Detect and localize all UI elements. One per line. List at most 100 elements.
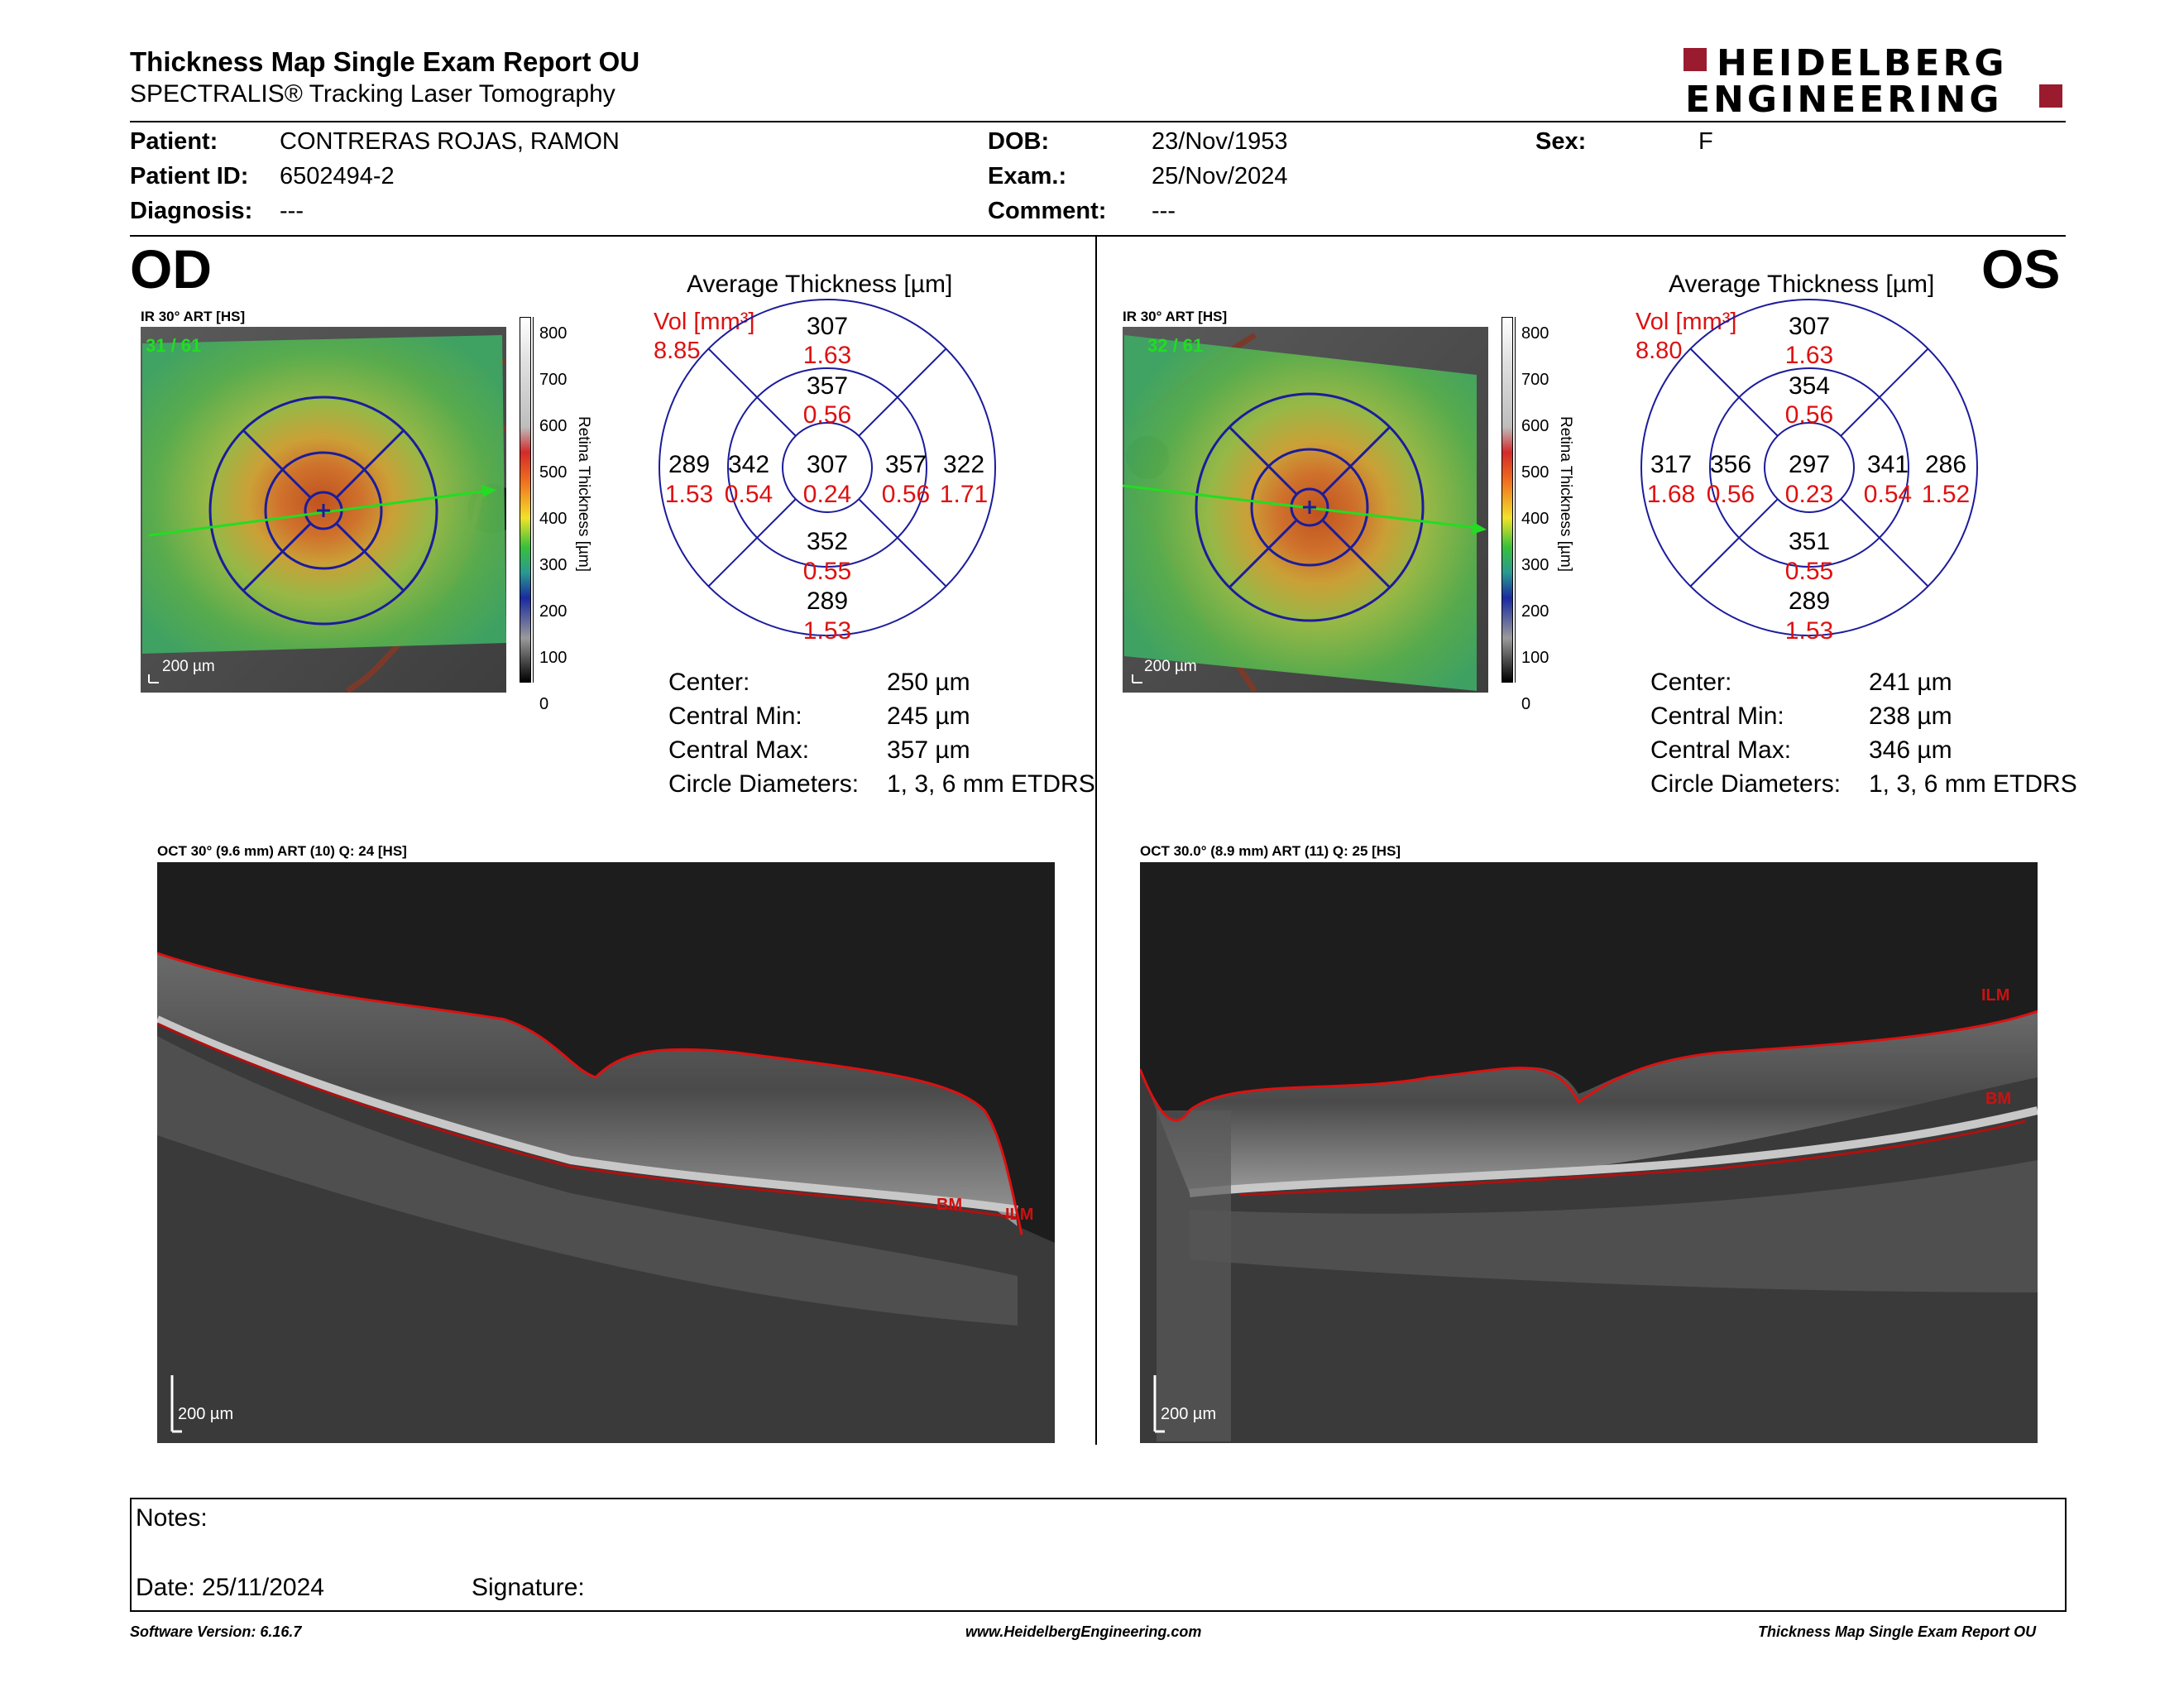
od-inner-right-thickness: 357 (884, 451, 927, 478)
os-outer-bottom-thickness: 289 (1788, 587, 1831, 615)
os-center-volume: 0.23 (1784, 481, 1834, 508)
od-stat-label: Central Min: (668, 703, 802, 730)
od-outer-top-volume: 1.63 (802, 342, 852, 369)
date-label: Date: 25/11/2024 (136, 1574, 324, 1601)
os-oct-scale-bar: 200 µm (1161, 1405, 1217, 1423)
logo-line-2: ENGINEERING (1685, 79, 2003, 121)
patient-label: Patient: (130, 128, 218, 155)
comment-label: Comment: (988, 198, 1107, 224)
os-etdrs-chart (1640, 298, 1979, 645)
os-outer-right-volume: 1.52 (1921, 481, 1971, 508)
scale-tick-200: 200 (539, 602, 568, 621)
od-fundus-title: IR 30° ART [HS] (141, 309, 246, 324)
patient-id-label: Patient ID: (130, 163, 249, 189)
os-outer-bottom-volume: 1.53 (1784, 617, 1834, 645)
os-vol-total: 8.80 (1636, 338, 1683, 364)
os-inner-top-thickness: 354 (1788, 372, 1831, 400)
scale-tick-800: 800 (539, 324, 568, 343)
os-fundus-image[interactable]: 32 / 61 200 µm (1122, 327, 1488, 693)
os-stat-label: Center: (1650, 669, 1732, 696)
info-divider (130, 235, 2066, 237)
od-stat-label: Center: (668, 669, 750, 696)
os-stat-label: Central Min: (1650, 703, 1784, 730)
os-stat-value: 346 µm (1869, 736, 1952, 764)
header-divider (130, 121, 2066, 122)
od-center-thickness: 307 (806, 451, 849, 478)
od-oct-scan[interactable]: 200 µm BM ILM (157, 862, 1055, 1443)
logo-line-1: HEIDELBERG (1717, 42, 2008, 84)
footer-website[interactable]: www.HeidelbergEngineering.com (965, 1623, 1202, 1640)
os-chart-title: Average Thickness [µm] (1669, 271, 1935, 298)
os-oct-scan[interactable]: 200 µm BM ILM (1140, 862, 2038, 1443)
exam-value: 25/Nov/2024 (1152, 163, 1288, 189)
od-stat-value: 245 µm (887, 703, 970, 730)
report-title: Thickness Map Single Exam Report OU (130, 46, 640, 77)
os-frame-count: 32 / 61 (1147, 335, 1204, 356)
od-vol-label: Vol [mm³] (654, 309, 755, 335)
scale-tick-400: 400 (1521, 510, 1549, 528)
sex-label: Sex: (1535, 128, 1587, 155)
od-inner-top-thickness: 357 (806, 372, 849, 400)
diagnosis-label: Diagnosis: (130, 198, 253, 224)
scale-tick-100: 100 (539, 649, 568, 667)
od-stat-value: 250 µm (887, 669, 970, 696)
os-outer-top-volume: 1.63 (1784, 342, 1834, 369)
os-outer-top-thickness: 307 (1788, 313, 1831, 340)
dob-label: DOB: (988, 128, 1050, 155)
od-oct-title: OCT 30° (9.6 mm) ART (10) Q: 24 [HS] (157, 843, 407, 859)
comment-value: --- (1152, 198, 1176, 224)
od-inner-top-volume: 0.56 (802, 401, 852, 429)
od-chart-title: Average Thickness [µm] (687, 271, 953, 298)
os-bm-label: BM (1985, 1090, 2012, 1108)
footer-report-name: Thickness Map Single Exam Report OU (1758, 1623, 2037, 1640)
od-fundus-image[interactable]: 31 / 61 200 µm (141, 327, 517, 693)
od-outer-right-thickness: 322 (942, 451, 985, 478)
exam-label: Exam.: (988, 163, 1067, 189)
os-inner-right-volume: 0.54 (1863, 481, 1913, 508)
sex-value: F (1698, 128, 1713, 155)
scale-tick-0: 0 (1521, 695, 1531, 713)
od-inner-right-volume: 0.56 (881, 481, 931, 508)
os-inner-bottom-thickness: 351 (1788, 528, 1831, 555)
od-outer-right-volume: 1.71 (939, 481, 989, 508)
od-center-volume: 0.24 (802, 481, 852, 508)
od-ilm-label: ILM (1005, 1206, 1034, 1224)
os-inner-bottom-volume: 0.55 (1784, 558, 1834, 585)
os-inner-right-thickness: 341 (1866, 451, 1909, 478)
notes-label: Notes: (136, 1504, 208, 1532)
os-inner-left-volume: 0.56 (1706, 481, 1755, 508)
os-eye-label: OS (1981, 238, 2061, 300)
os-stat-label: Central Max: (1650, 736, 1792, 764)
os-color-scale: 800 700 600 500 400 300 200 100 0 Retina… (1488, 317, 1621, 713)
od-stat-value: 1, 3, 6 mm ETDRS (887, 770, 1095, 798)
os-stats: Center: 241 µm Central Min: 238 µm Central… (1650, 669, 2097, 804)
footer-software-version: Software Version: 6.16.7 (130, 1623, 302, 1640)
notes-box[interactable]: Notes: Date: 25/11/2024 Signature: (130, 1498, 2067, 1612)
os-fundus-title: IR 30° ART [HS] (1123, 309, 1228, 324)
os-ilm-label: ILM (1981, 986, 2010, 1005)
os-oct-title: OCT 30.0° (8.9 mm) ART (11) Q: 25 [HS] (1140, 843, 1401, 859)
os-outer-right-thickness: 286 (1924, 451, 1967, 478)
signature-label: Signature: (472, 1574, 585, 1601)
scale-tick-700: 700 (1521, 371, 1549, 389)
report-subtitle: SPECTRALIS® Tracking Laser Tomography (130, 80, 615, 108)
od-stat-value: 357 µm (887, 736, 970, 764)
scale-tick-800: 800 (1521, 324, 1549, 343)
os-stat-value: 1, 3, 6 mm ETDRS (1869, 770, 2077, 798)
od-eye-label: OD (130, 238, 212, 300)
os-scale-title: Retina Thickness [µm] (1557, 416, 1574, 572)
od-frame-count: 31 / 61 (146, 335, 202, 356)
eye-divider (1095, 237, 1097, 1445)
os-stat-value: 241 µm (1869, 669, 1952, 696)
diagnosis-value: --- (280, 198, 304, 224)
od-scale-title: Retina Thickness [µm] (575, 416, 592, 572)
od-outer-left-thickness: 289 (668, 451, 711, 478)
od-inner-bottom-volume: 0.55 (802, 558, 852, 585)
scale-tick-100: 100 (1521, 649, 1549, 667)
os-stat-label: Circle Diameters: (1650, 770, 1842, 798)
scale-tick-700: 700 (539, 371, 568, 389)
od-stat-label: Circle Diameters: (668, 770, 860, 798)
od-inner-left-thickness: 342 (727, 451, 770, 478)
scale-tick-400: 400 (539, 510, 568, 528)
scale-tick-200: 200 (1521, 602, 1549, 621)
